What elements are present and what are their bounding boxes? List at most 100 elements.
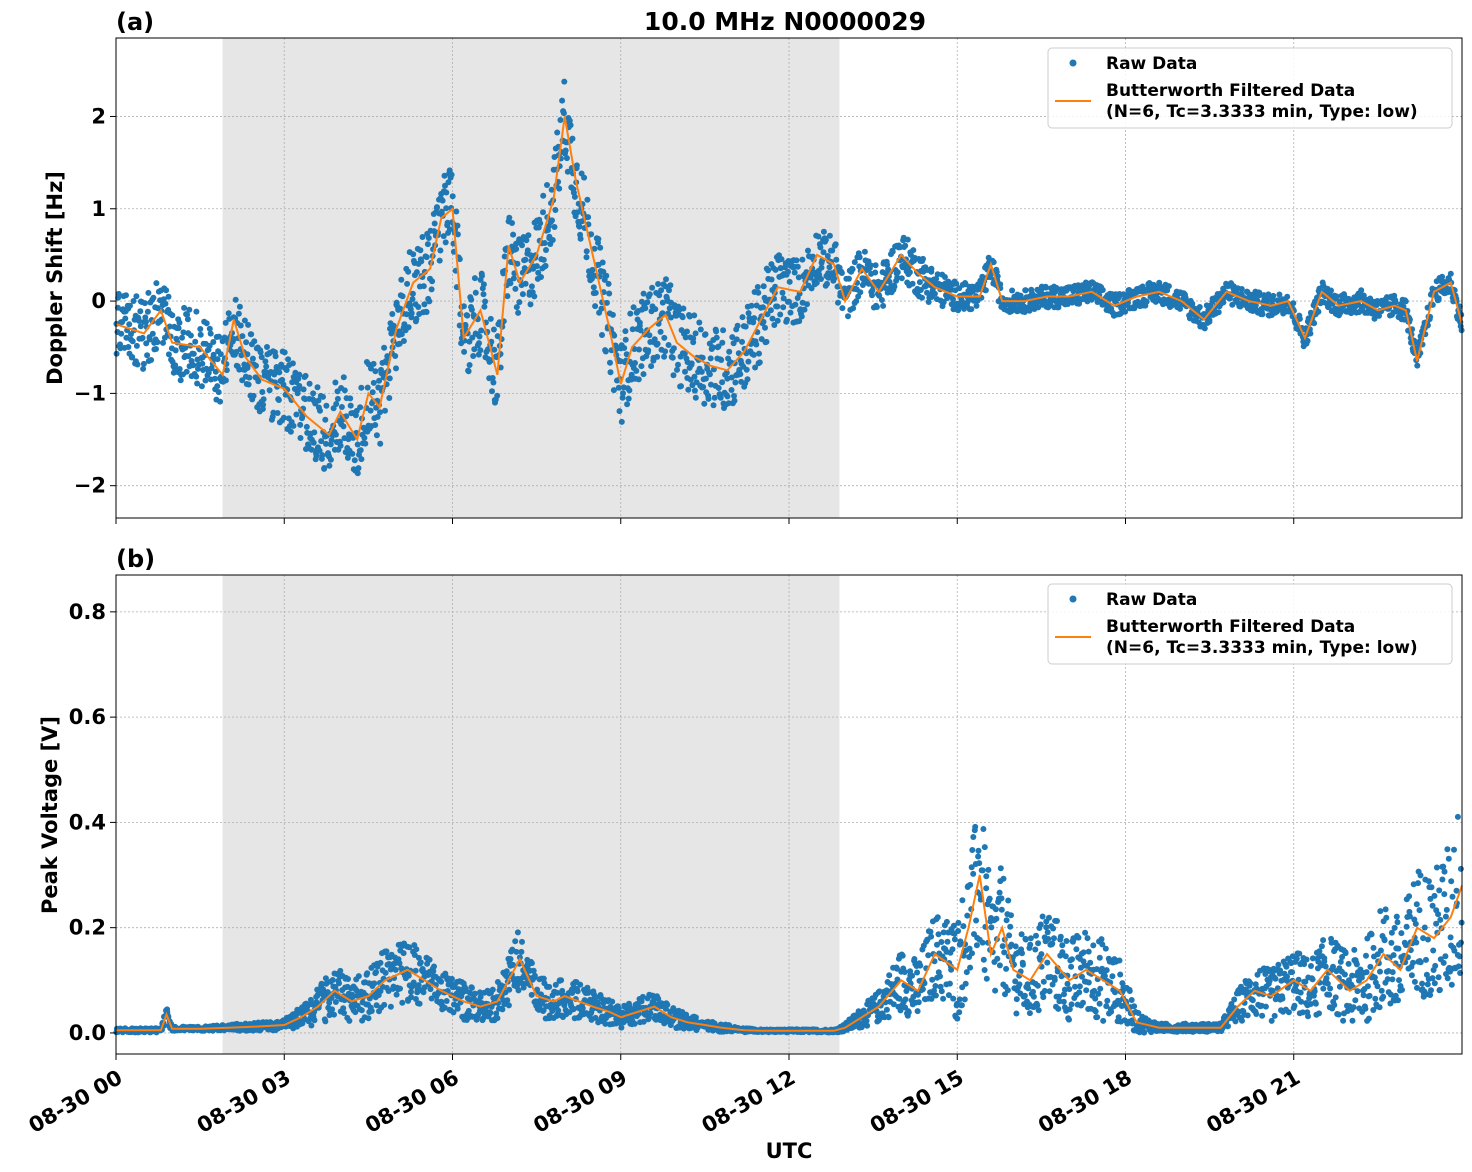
raw-data-point bbox=[264, 344, 270, 350]
raw-data-point bbox=[1057, 933, 1064, 940]
raw-data-point bbox=[412, 967, 419, 974]
raw-data-point bbox=[1027, 941, 1034, 948]
raw-data-point bbox=[1308, 963, 1314, 969]
raw-data-point bbox=[420, 283, 427, 290]
raw-data-point bbox=[507, 956, 514, 962]
raw-data-point bbox=[944, 938, 951, 945]
raw-data-point bbox=[901, 969, 908, 975]
raw-data-point bbox=[1104, 997, 1111, 1004]
raw-data-point bbox=[919, 986, 926, 993]
raw-data-point bbox=[212, 368, 219, 375]
raw-data-point bbox=[311, 429, 318, 436]
raw-data-point bbox=[996, 962, 1003, 969]
raw-data-point bbox=[275, 397, 282, 403]
raw-data-point bbox=[540, 209, 546, 216]
raw-data-point bbox=[404, 280, 411, 287]
raw-data-point bbox=[322, 416, 329, 423]
raw-data-point bbox=[975, 847, 982, 854]
raw-data-point bbox=[523, 237, 530, 244]
raw-data-point bbox=[210, 339, 217, 345]
raw-data-point bbox=[347, 395, 354, 402]
raw-data-point bbox=[320, 393, 326, 400]
raw-data-point bbox=[679, 314, 686, 321]
raw-data-point bbox=[644, 299, 651, 306]
raw-data-point bbox=[902, 242, 909, 249]
raw-data-point bbox=[326, 462, 333, 469]
raw-data-point bbox=[290, 422, 297, 429]
raw-data-point bbox=[347, 402, 354, 409]
raw-data-point bbox=[358, 1007, 365, 1014]
legend-label-filtered-a: Butterworth Filtered Data bbox=[1106, 81, 1355, 101]
raw-data-point bbox=[538, 274, 544, 280]
raw-data-point bbox=[981, 844, 988, 851]
raw-data-point bbox=[370, 379, 377, 386]
raw-data-point bbox=[373, 432, 380, 439]
raw-data-point bbox=[640, 371, 647, 378]
raw-data-point bbox=[609, 311, 616, 318]
raw-data-point bbox=[744, 376, 751, 383]
raw-data-point bbox=[548, 186, 555, 193]
y-tick-label-a: 1 bbox=[91, 197, 106, 221]
raw-data-point bbox=[401, 321, 408, 328]
raw-data-point bbox=[873, 304, 880, 310]
raw-data-point bbox=[726, 348, 733, 355]
raw-data-point bbox=[592, 289, 599, 296]
raw-data-point bbox=[825, 274, 832, 281]
raw-data-point bbox=[497, 364, 504, 371]
raw-data-point bbox=[1392, 299, 1399, 306]
raw-data-point bbox=[622, 336, 629, 343]
raw-data-point bbox=[551, 224, 558, 230]
raw-data-point bbox=[326, 999, 333, 1006]
raw-data-point bbox=[515, 309, 522, 316]
raw-data-point bbox=[413, 269, 420, 276]
raw-data-point bbox=[979, 939, 986, 946]
raw-data-point bbox=[702, 375, 709, 382]
raw-data-point bbox=[454, 231, 461, 238]
raw-data-point bbox=[313, 453, 320, 459]
raw-data-point bbox=[636, 319, 643, 326]
raw-data-point bbox=[181, 304, 188, 311]
raw-data-point bbox=[640, 290, 647, 297]
raw-data-point bbox=[973, 302, 980, 309]
raw-data-point bbox=[250, 392, 257, 399]
raw-data-point bbox=[692, 330, 699, 337]
raw-data-point bbox=[115, 290, 122, 297]
raw-data-point bbox=[637, 327, 644, 334]
raw-data-point bbox=[728, 374, 735, 381]
raw-data-point bbox=[126, 321, 133, 328]
raw-data-point bbox=[443, 189, 450, 196]
raw-data-point bbox=[618, 1024, 625, 1031]
raw-data-point bbox=[940, 995, 947, 1002]
raw-data-point bbox=[774, 303, 781, 310]
raw-data-point bbox=[869, 287, 876, 294]
raw-data-point bbox=[856, 254, 863, 261]
raw-data-point bbox=[750, 351, 757, 358]
raw-data-point bbox=[780, 295, 787, 302]
raw-data-point bbox=[849, 266, 856, 273]
raw-data-point bbox=[731, 392, 737, 399]
raw-data-point bbox=[1060, 998, 1067, 1005]
raw-data-point bbox=[1304, 337, 1311, 344]
raw-data-point bbox=[813, 279, 820, 286]
raw-data-point bbox=[563, 155, 570, 162]
raw-data-point bbox=[666, 305, 673, 312]
raw-data-point bbox=[321, 465, 328, 471]
raw-data-point bbox=[184, 316, 191, 323]
raw-data-point bbox=[165, 351, 172, 358]
raw-data-point bbox=[629, 326, 636, 333]
raw-data-point bbox=[355, 973, 362, 980]
raw-data-point bbox=[329, 1006, 336, 1013]
raw-data-point bbox=[408, 988, 414, 995]
raw-data-point bbox=[468, 984, 475, 991]
raw-data-point bbox=[1000, 875, 1007, 882]
raw-data-point bbox=[428, 286, 435, 293]
raw-data-point bbox=[154, 339, 161, 346]
raw-data-point bbox=[319, 452, 326, 459]
raw-data-point bbox=[476, 333, 483, 340]
raw-data-point bbox=[885, 1014, 892, 1021]
raw-data-point bbox=[1196, 304, 1203, 310]
raw-data-point bbox=[886, 278, 893, 285]
raw-data-point bbox=[271, 371, 278, 378]
raw-data-point bbox=[793, 257, 800, 264]
